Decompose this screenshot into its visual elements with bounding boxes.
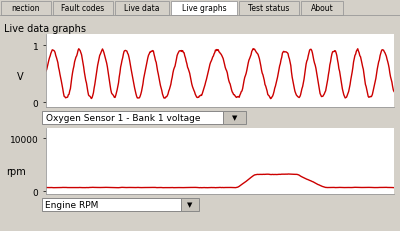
Text: nection: nection: [12, 4, 40, 13]
FancyBboxPatch shape: [223, 111, 246, 124]
Y-axis label: rpm: rpm: [6, 166, 26, 176]
FancyBboxPatch shape: [42, 198, 181, 211]
Y-axis label: V: V: [16, 72, 23, 82]
Text: Oxygen Sensor 1 - Bank 1 voltage: Oxygen Sensor 1 - Bank 1 voltage: [46, 113, 201, 122]
Text: Live data graphs: Live data graphs: [4, 24, 86, 34]
FancyBboxPatch shape: [53, 2, 113, 16]
Text: Engine RPM: Engine RPM: [45, 200, 98, 209]
Text: Fault codes: Fault codes: [61, 4, 105, 13]
FancyBboxPatch shape: [301, 2, 343, 16]
FancyBboxPatch shape: [115, 2, 169, 16]
Text: Live data: Live data: [124, 4, 160, 13]
Text: Test status: Test status: [248, 4, 290, 13]
FancyBboxPatch shape: [171, 2, 237, 16]
FancyBboxPatch shape: [42, 111, 223, 124]
Text: ▼: ▼: [232, 115, 237, 121]
FancyBboxPatch shape: [181, 198, 199, 211]
Text: About: About: [311, 4, 333, 13]
FancyBboxPatch shape: [1, 2, 51, 16]
FancyBboxPatch shape: [239, 2, 299, 16]
Text: Live graphs: Live graphs: [182, 4, 226, 13]
Text: ▼: ▼: [187, 201, 193, 207]
